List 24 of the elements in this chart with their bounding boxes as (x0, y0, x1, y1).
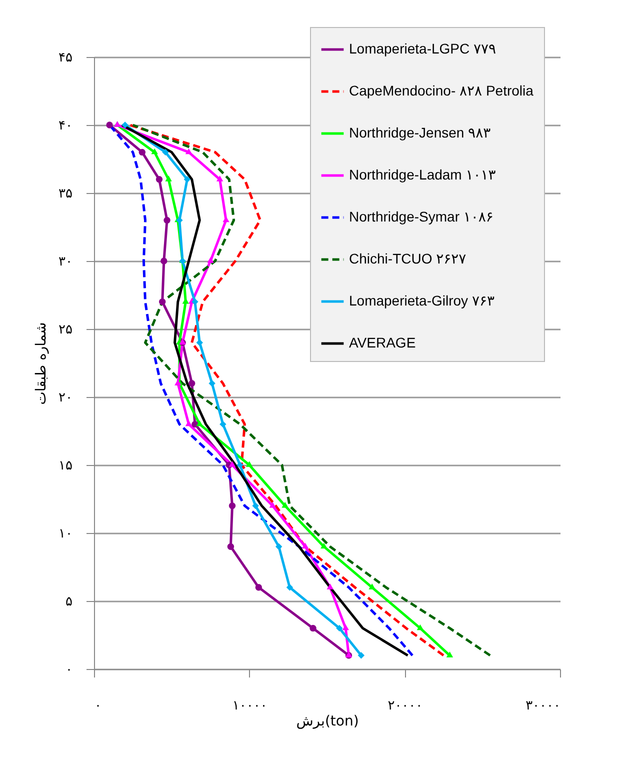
x-tick-label: ۱۰۰۰۰ (232, 698, 268, 714)
legend-label: Lomaperieta-LGPC ۷۷۹ (349, 40, 496, 56)
x-axis-title: برش(ton) (296, 714, 359, 730)
y-axis-title: شماره طبقات (34, 322, 50, 405)
legend-label: AVERAGE (349, 334, 416, 350)
y-tick-label: ۵ (66, 594, 73, 610)
y-tick-label: ۳۰ (58, 254, 72, 270)
y-tick-label: ۴۵ (58, 50, 73, 66)
y-tick-label: ۲۰ (58, 390, 72, 406)
y-tick-label: ۰ (66, 662, 72, 678)
legend-label: Northridge-Symar ۱۰۸۶ (349, 208, 494, 224)
legend-label: CapeMendocino- ۸۲۸ Petrolia (349, 82, 534, 98)
legend-label: Northridge-Ladam ۱۰۱۳ (349, 166, 496, 182)
legend-label: Chichi-TCUO ۲۶۲۷ (349, 250, 467, 266)
y-tick-label: ۲۵ (58, 322, 73, 338)
y-tick-label: ۳۵ (58, 186, 73, 202)
legend-label: Lomaperieta-Gilroy ۷۶۳ (349, 292, 495, 308)
y-tick-label: ۴۰ (58, 118, 72, 134)
y-tick-label: ۱۰ (58, 526, 72, 542)
y-tick-label: ۱۵ (58, 458, 73, 474)
x-tick-label: ۳۰۰۰۰ (526, 698, 560, 714)
legend-label: Northridge-Jensen ۹۸۳ (349, 124, 492, 140)
x-tick-label: ۰ (94, 698, 102, 714)
x-tick-label: ۲۰۰۰۰ (388, 698, 423, 714)
